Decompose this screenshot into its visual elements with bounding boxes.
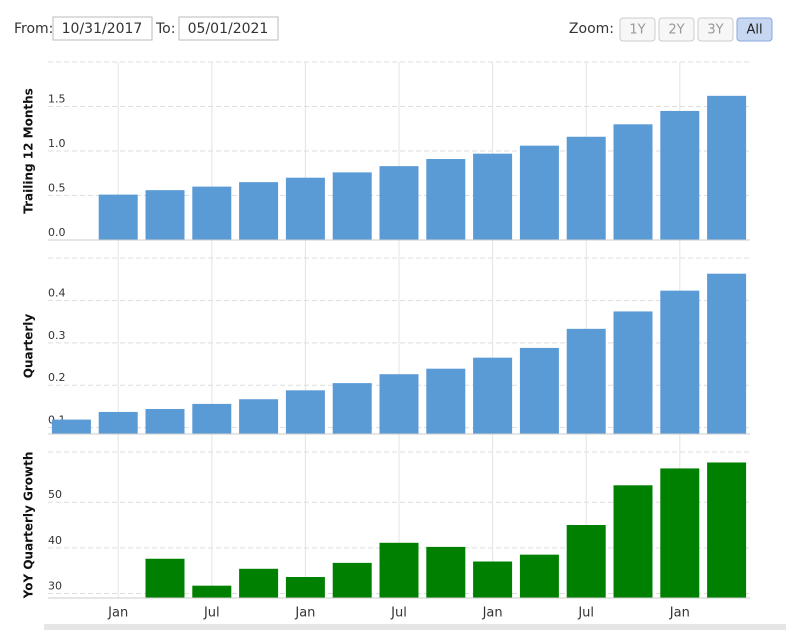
from-label: From: — [14, 21, 53, 37]
to-label: To: — [155, 21, 175, 37]
bar — [426, 546, 466, 598]
zoom-button-label[interactable]: 3Y — [707, 23, 723, 38]
bar — [566, 328, 606, 434]
y-tick-label: 0.2 — [48, 371, 66, 384]
bar — [473, 357, 513, 434]
bar — [473, 153, 513, 240]
scrollbar[interactable] — [44, 624, 786, 630]
bar — [98, 194, 138, 240]
y-tick-label: 1.0 — [48, 137, 66, 150]
y-tick-label: 30 — [48, 579, 62, 592]
bar — [660, 110, 700, 240]
bar — [285, 177, 325, 240]
from-input[interactable] — [52, 16, 153, 41]
bar — [192, 403, 232, 434]
x-tick-label: Jan — [482, 606, 503, 621]
bar — [332, 172, 372, 240]
bar — [332, 383, 372, 434]
zoom-button-label[interactable]: 1Y — [629, 23, 645, 38]
y-tick-label: 50 — [48, 488, 62, 501]
bar — [145, 190, 185, 240]
bar — [145, 408, 185, 434]
bar — [660, 468, 700, 598]
bar — [285, 577, 325, 598]
bar — [379, 166, 419, 240]
bar — [192, 186, 232, 240]
zoom-button[interactable] — [658, 17, 695, 42]
bar — [239, 182, 279, 240]
bar — [285, 390, 325, 434]
bar — [239, 568, 279, 598]
bar — [519, 347, 559, 434]
bar — [613, 485, 653, 598]
to-value[interactable]: 05/01/2021 — [188, 21, 269, 37]
zoom-label: Zoom: — [569, 21, 614, 37]
bar — [566, 136, 606, 240]
bar — [473, 561, 513, 598]
bar — [426, 159, 466, 240]
bar — [332, 562, 372, 598]
bar — [660, 290, 700, 434]
y-axis-title: Quarterly — [22, 314, 36, 379]
x-tick-label: Jan — [107, 606, 128, 621]
bar — [426, 368, 466, 434]
x-tick-label: Jan — [669, 606, 690, 621]
y-tick-label: 0.3 — [48, 329, 66, 342]
bar — [379, 374, 419, 434]
y-tick-label: 40 — [48, 534, 62, 547]
bar — [566, 525, 606, 598]
bar — [613, 124, 653, 240]
from-value[interactable]: 10/31/2017 — [62, 21, 143, 37]
x-tick-label: Jul — [203, 606, 220, 621]
bar — [613, 311, 653, 434]
y-axis-title: YoY Quarterly Growth — [22, 452, 36, 600]
x-tick-label: Jan — [294, 606, 315, 621]
bar — [707, 462, 747, 598]
bar — [51, 419, 91, 434]
zoom-button-label[interactable]: 2Y — [668, 23, 684, 38]
zoom-button[interactable] — [697, 17, 734, 42]
bar — [519, 145, 559, 240]
to-input[interactable] — [178, 16, 279, 41]
bar — [707, 273, 747, 434]
y-tick-label: 0.4 — [48, 286, 66, 299]
x-tick-label: Jul — [577, 606, 594, 621]
y-tick-label: 0.5 — [48, 182, 66, 195]
bar — [98, 411, 138, 434]
bar — [192, 585, 232, 598]
zoom-button[interactable] — [736, 17, 773, 42]
zoom-button[interactable] — [619, 17, 656, 42]
bar — [379, 542, 419, 598]
bar — [519, 554, 559, 598]
x-tick-label: Jul — [390, 606, 407, 621]
bar — [707, 95, 747, 240]
y-tick-label: 1.5 — [48, 93, 66, 106]
bar — [239, 399, 279, 434]
y-axis-title: Trailing 12 Months — [22, 88, 36, 214]
bar — [145, 558, 185, 598]
y-tick-label: 0.0 — [48, 226, 66, 239]
zoom-button-label[interactable]: All — [746, 23, 762, 38]
